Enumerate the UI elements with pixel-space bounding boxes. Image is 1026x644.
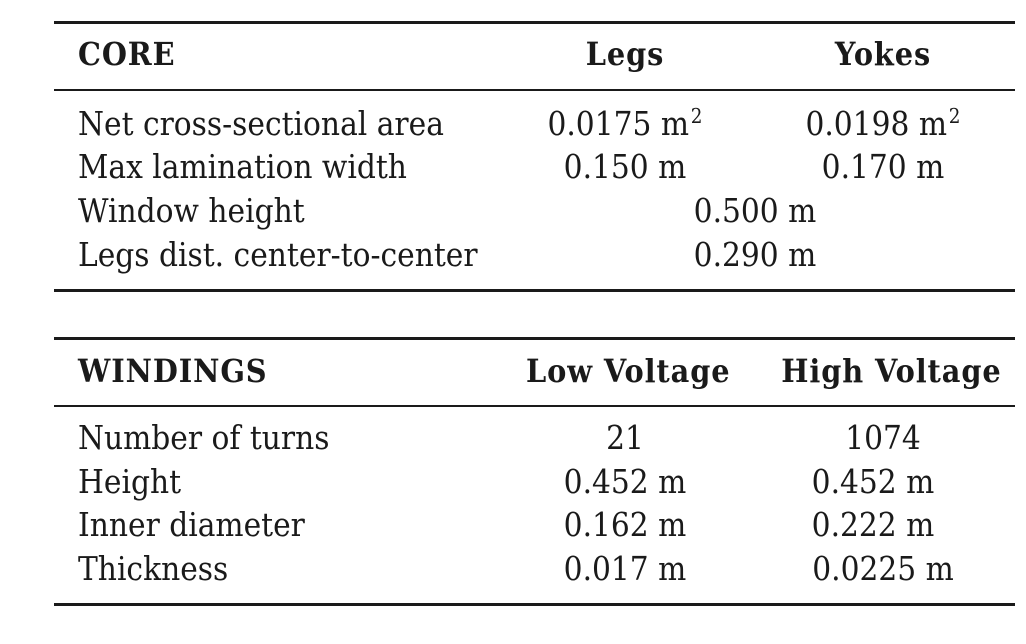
windings-row-label: Number of turns — [78, 418, 330, 457]
core-row-label: Window height — [78, 191, 305, 230]
windings-header-label: WINDINGS — [78, 352, 268, 390]
core-row-legs-value: 0.150 m — [563, 147, 687, 186]
windings-row-low-voltage-value: 0.162 m — [563, 505, 687, 544]
core-header-legs: Legs — [585, 35, 665, 73]
windings-top-rule — [54, 337, 1015, 340]
windings-bottom-rule — [54, 603, 1015, 606]
core-row-yokes-value: 0.0198 m2 — [805, 103, 961, 143]
windings-row-label: Thickness — [78, 549, 229, 588]
windings-row-label: Height — [78, 462, 182, 501]
windings-row-low-voltage-value: 21 — [606, 418, 644, 457]
core-row-yokes-value: 0.170 m — [821, 147, 945, 186]
windings-row-high-voltage-value: 0.222 m — [811, 505, 935, 544]
windings-row-low-voltage-value: 0.452 m — [563, 462, 687, 501]
core-header-label: CORE — [78, 35, 176, 73]
windings-row-label: Inner diameter — [78, 505, 305, 544]
core-header-rule — [54, 89, 1015, 91]
core-row-legs-value: 0.0175 m2 — [547, 103, 703, 143]
core-row-label: Net cross-sectional area — [78, 104, 444, 143]
core-row-label: Max lamination width — [78, 147, 407, 186]
core-bottom-rule — [54, 289, 1015, 292]
core-row-label: Legs dist. center-to-center — [78, 235, 478, 274]
windings-row-low-voltage-value: 0.017 m — [563, 549, 687, 588]
windings-header-high-voltage: High Voltage — [781, 352, 1002, 390]
windings-header-rule — [54, 405, 1015, 407]
core-header-yokes: Yokes — [834, 35, 932, 73]
windings-row-high-voltage-value: 0.452 m — [811, 462, 935, 501]
core-row-span-value: 0.290 m — [693, 235, 817, 274]
core-row-span-value: 0.500 m — [693, 191, 817, 230]
windings-row-high-voltage-value: 0.0225 m — [812, 549, 954, 588]
core-top-rule — [54, 21, 1015, 24]
windings-header-low-voltage: Low Voltage — [526, 352, 731, 390]
windings-row-high-voltage-value: 1074 — [845, 418, 921, 457]
